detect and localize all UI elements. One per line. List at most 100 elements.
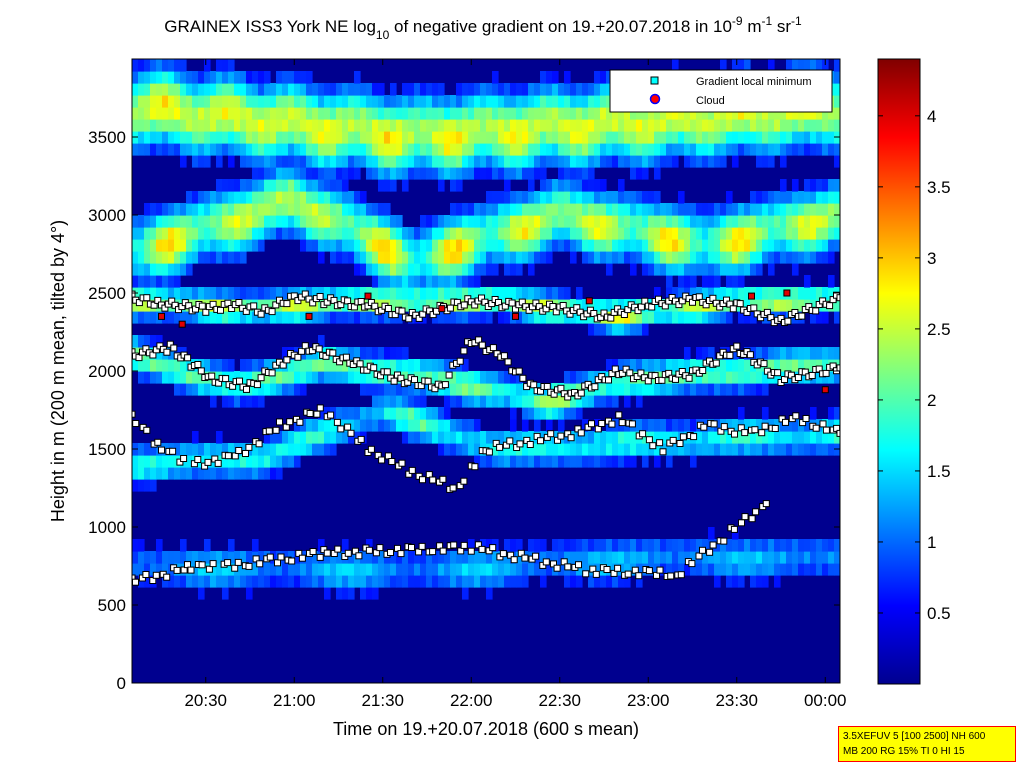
heatmap-cell xyxy=(834,311,840,324)
heatmap-cell xyxy=(330,419,337,432)
heatmap-cell xyxy=(270,167,277,180)
heatmap-cell xyxy=(306,287,313,300)
heatmap-cell xyxy=(780,299,787,312)
heatmap-cell xyxy=(408,431,415,444)
y-tick-label: 1000 xyxy=(88,518,126,537)
minimum-marker xyxy=(224,559,232,567)
heatmap-cell xyxy=(684,299,691,312)
heatmap-cell xyxy=(366,419,373,432)
heatmap-cell xyxy=(684,311,691,324)
heatmap-cell xyxy=(240,563,247,576)
heatmap-cell xyxy=(486,83,493,96)
minimum-marker xyxy=(726,351,734,359)
heatmap-cell xyxy=(420,563,427,576)
heatmap-cell xyxy=(204,575,211,588)
heatmap-cell xyxy=(330,359,337,372)
heatmap-cell xyxy=(186,71,193,84)
heatmap-cell xyxy=(672,59,679,72)
heatmap-cell xyxy=(774,251,781,264)
heatmap-cell xyxy=(228,155,235,168)
heatmap-cell xyxy=(726,251,733,264)
heatmap-cell xyxy=(372,131,379,144)
heatmap-cell xyxy=(426,95,433,108)
heatmap-cell xyxy=(348,371,355,384)
heatmap-cell xyxy=(282,119,289,132)
heatmap-cell xyxy=(420,155,427,168)
heatmap-cell xyxy=(480,263,487,276)
heatmap-cell xyxy=(822,215,829,228)
heatmap-cell xyxy=(198,107,205,120)
heatmap-cell xyxy=(354,563,361,576)
heatmap-cell xyxy=(378,383,385,396)
heatmap-cell xyxy=(264,467,271,480)
heatmap-cell xyxy=(162,563,169,576)
minimum-marker xyxy=(316,293,324,300)
heatmap-cell xyxy=(204,443,211,456)
heatmap-cell xyxy=(240,443,247,456)
heatmap-cell xyxy=(504,371,511,384)
heatmap-cell xyxy=(516,371,523,384)
heatmap-cell xyxy=(216,359,223,372)
minimum-marker xyxy=(774,369,782,377)
heatmap-cell xyxy=(516,563,523,576)
heatmap-cell xyxy=(462,131,469,144)
heatmap-cell xyxy=(576,107,583,120)
heatmap-cell xyxy=(600,215,607,228)
heatmap-cell xyxy=(594,119,601,132)
heatmap-cell xyxy=(258,191,265,204)
heatmap-cell xyxy=(804,131,811,144)
heatmap-cell xyxy=(558,239,565,252)
heatmap-cell xyxy=(258,383,265,396)
heatmap-cell xyxy=(270,179,277,192)
heatmap-cell xyxy=(774,191,781,204)
heatmap-cell xyxy=(192,383,199,396)
heatmap-cell xyxy=(174,203,181,216)
minimum-marker xyxy=(295,549,303,557)
heatmap-cell xyxy=(450,431,457,444)
heatmap-cell xyxy=(756,347,763,360)
heatmap-cell xyxy=(474,443,481,456)
heatmap-cell xyxy=(612,215,619,228)
heatmap-cell xyxy=(258,71,265,84)
heatmap-cell xyxy=(144,215,151,228)
minimum-marker xyxy=(268,308,276,316)
heatmap-cell xyxy=(702,371,709,384)
heatmap-cell xyxy=(216,227,223,240)
heatmap-cell xyxy=(666,155,673,168)
heatmap-cell xyxy=(624,383,631,396)
heatmap-cell xyxy=(774,143,781,156)
heatmap-cell xyxy=(630,383,637,396)
heatmap-cell xyxy=(630,119,637,132)
heatmap-cell xyxy=(342,311,349,324)
heatmap-cell xyxy=(348,563,355,576)
heatmap-cell xyxy=(150,563,157,576)
heatmap-cell xyxy=(318,179,325,192)
heatmap-cell xyxy=(594,83,601,96)
heatmap-cell xyxy=(438,407,445,420)
heatmap-cell xyxy=(138,107,145,120)
minimum-marker xyxy=(170,344,178,352)
minimum-marker xyxy=(637,303,645,311)
heatmap-cell xyxy=(810,119,817,132)
heatmap-cell xyxy=(408,107,415,120)
heatmap-cell xyxy=(390,263,397,276)
heatmap-cell xyxy=(816,227,823,240)
heatmap-cell xyxy=(690,311,697,324)
heatmap-cell xyxy=(348,131,355,144)
heatmap-cell xyxy=(510,143,517,156)
heatmap-cell xyxy=(240,155,247,168)
heatmap-cell xyxy=(702,107,709,120)
heatmap-cell xyxy=(228,203,235,216)
minimum-marker xyxy=(489,344,497,352)
heatmap-cell xyxy=(306,227,313,240)
heatmap-cell xyxy=(660,131,667,144)
heatmap-cell xyxy=(258,203,265,216)
minimum-marker xyxy=(283,356,291,364)
heatmap-cell xyxy=(408,227,415,240)
heatmap-cell xyxy=(336,347,343,360)
heatmap-cell xyxy=(618,431,625,444)
minimum-marker xyxy=(517,549,525,557)
heatmap-cell xyxy=(216,299,223,312)
heatmap-cell xyxy=(270,143,277,156)
heatmap-cell xyxy=(198,83,205,96)
